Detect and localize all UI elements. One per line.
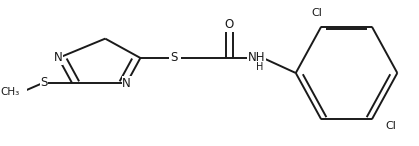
Text: CH₃: CH₃ [0,87,19,97]
Text: S: S [40,76,48,89]
Text: N: N [54,51,63,65]
Text: NH: NH [248,51,266,65]
Text: H: H [256,62,264,72]
Text: Cl: Cl [385,121,396,131]
Text: O: O [225,18,234,31]
Text: S: S [170,51,177,64]
Text: Cl: Cl [312,8,323,18]
Text: N: N [122,77,131,89]
